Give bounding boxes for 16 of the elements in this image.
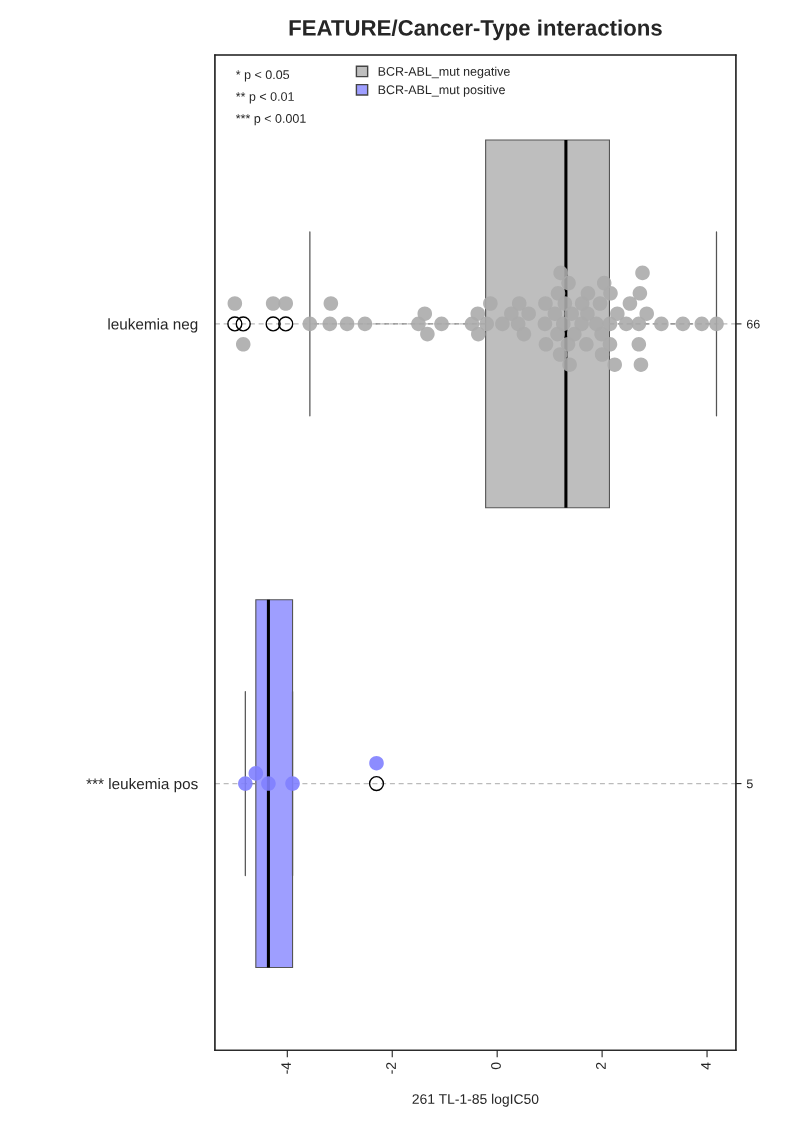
x-axis-title: 261 TL-1-85 logIC50: [412, 1093, 539, 1107]
x-tick-label: 0: [491, 1062, 501, 1070]
annotation: *** p < 0.001: [235, 114, 306, 126]
legend-label: BCR-ABL_mut positive: [378, 85, 505, 97]
legend-label: BCR-ABL_mut negative: [378, 66, 510, 79]
annotation: ** p < 0.01: [235, 92, 294, 104]
x-tick-label: 2: [596, 1062, 606, 1070]
annotation: * p < 0.05: [235, 70, 290, 82]
x-tick-label: -2: [386, 1062, 396, 1074]
x-tick-label: 4: [701, 1062, 711, 1070]
y2-tick-label: 5: [746, 779, 753, 789]
y-tick-label: leukemia neg: [108, 318, 198, 333]
chart-title: FEATURE/Cancer-Type interactions: [289, 19, 662, 41]
x-tick-label: -4: [281, 1062, 291, 1074]
y2-tick-label: 66: [746, 319, 760, 329]
y-tick-label: *** leukemia pos: [86, 778, 198, 793]
